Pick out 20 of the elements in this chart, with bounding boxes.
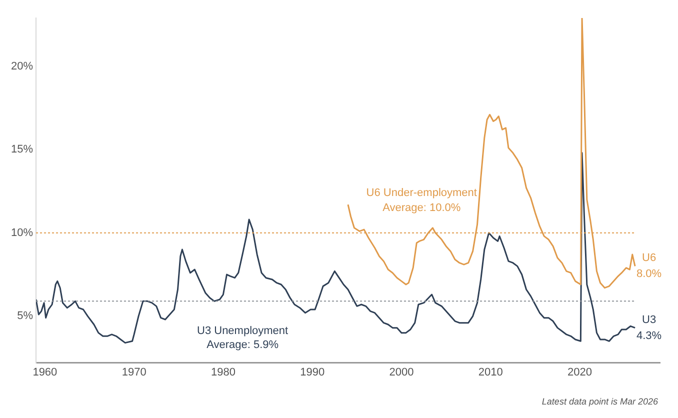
annotation: Average: 5.9% (206, 339, 279, 352)
y-tick-label: 15% (10, 144, 34, 156)
x-tick-label: 1970 (122, 366, 146, 378)
annotation: Average: 10.0% (382, 202, 461, 214)
annotation: 8.0% (636, 268, 662, 280)
series-label: U6 (642, 252, 656, 264)
x-tick-label: 2000 (389, 366, 414, 378)
series-label: U3 (642, 314, 656, 326)
x-tick-label: 1980 (210, 366, 236, 378)
annotation: U3 Unemployment (197, 325, 288, 338)
y-tick-label: 5% (17, 310, 34, 322)
text: Latest data point is Mar 2026 (542, 396, 658, 406)
y-tick-label: 10% (10, 226, 34, 239)
x-tick-label: 2010 (478, 366, 503, 378)
annotation: U6 Under-employment (366, 187, 477, 200)
x-tick-label: 2020 (568, 366, 592, 378)
annotation: 4.3% (636, 330, 662, 342)
y-tick-label: 20% (10, 60, 34, 72)
x-tick-label: 1960 (32, 366, 58, 378)
x-tick-label: 1990 (300, 366, 325, 378)
